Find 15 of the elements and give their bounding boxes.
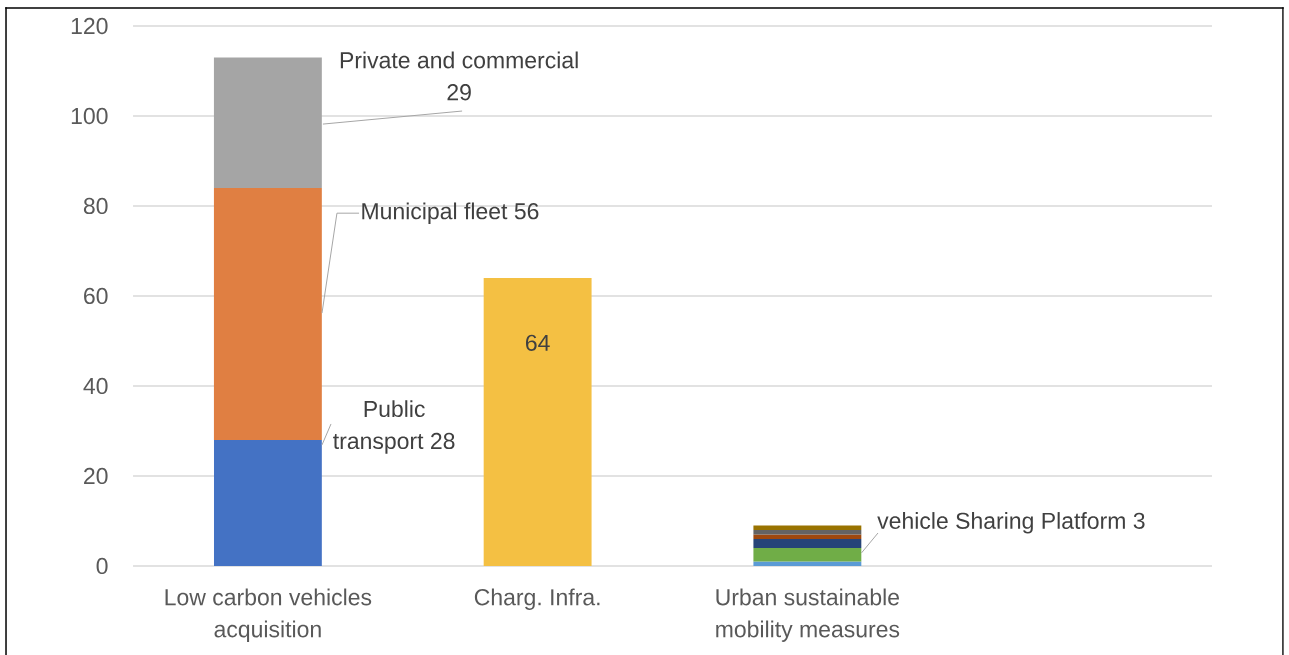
y-tick-label: 20	[84, 467, 108, 485]
y-tick-label: 40	[83, 377, 108, 395]
x-tick-label: Low carbon vehicles acquisition	[165, 588, 372, 642]
data-label: Private and commercial 29	[340, 51, 578, 101]
data-label: Public transport 28	[333, 400, 455, 454]
data-label: Municipal fleet 56	[362, 202, 539, 224]
y-tick-label: 0	[96, 557, 108, 575]
data-label: 64	[526, 334, 550, 351]
x-tick-label: Charg. Infra.	[474, 588, 600, 610]
y-tick-label: 60	[84, 287, 108, 305]
data-label: vehicle Sharing Platform 3	[877, 512, 1145, 534]
x-tick-label: Urban sustainable mobility measures	[716, 588, 900, 642]
y-tick-label: 120	[71, 17, 108, 35]
y-tick-label: 80	[83, 197, 108, 215]
y-tick-label: 100	[71, 107, 108, 125]
